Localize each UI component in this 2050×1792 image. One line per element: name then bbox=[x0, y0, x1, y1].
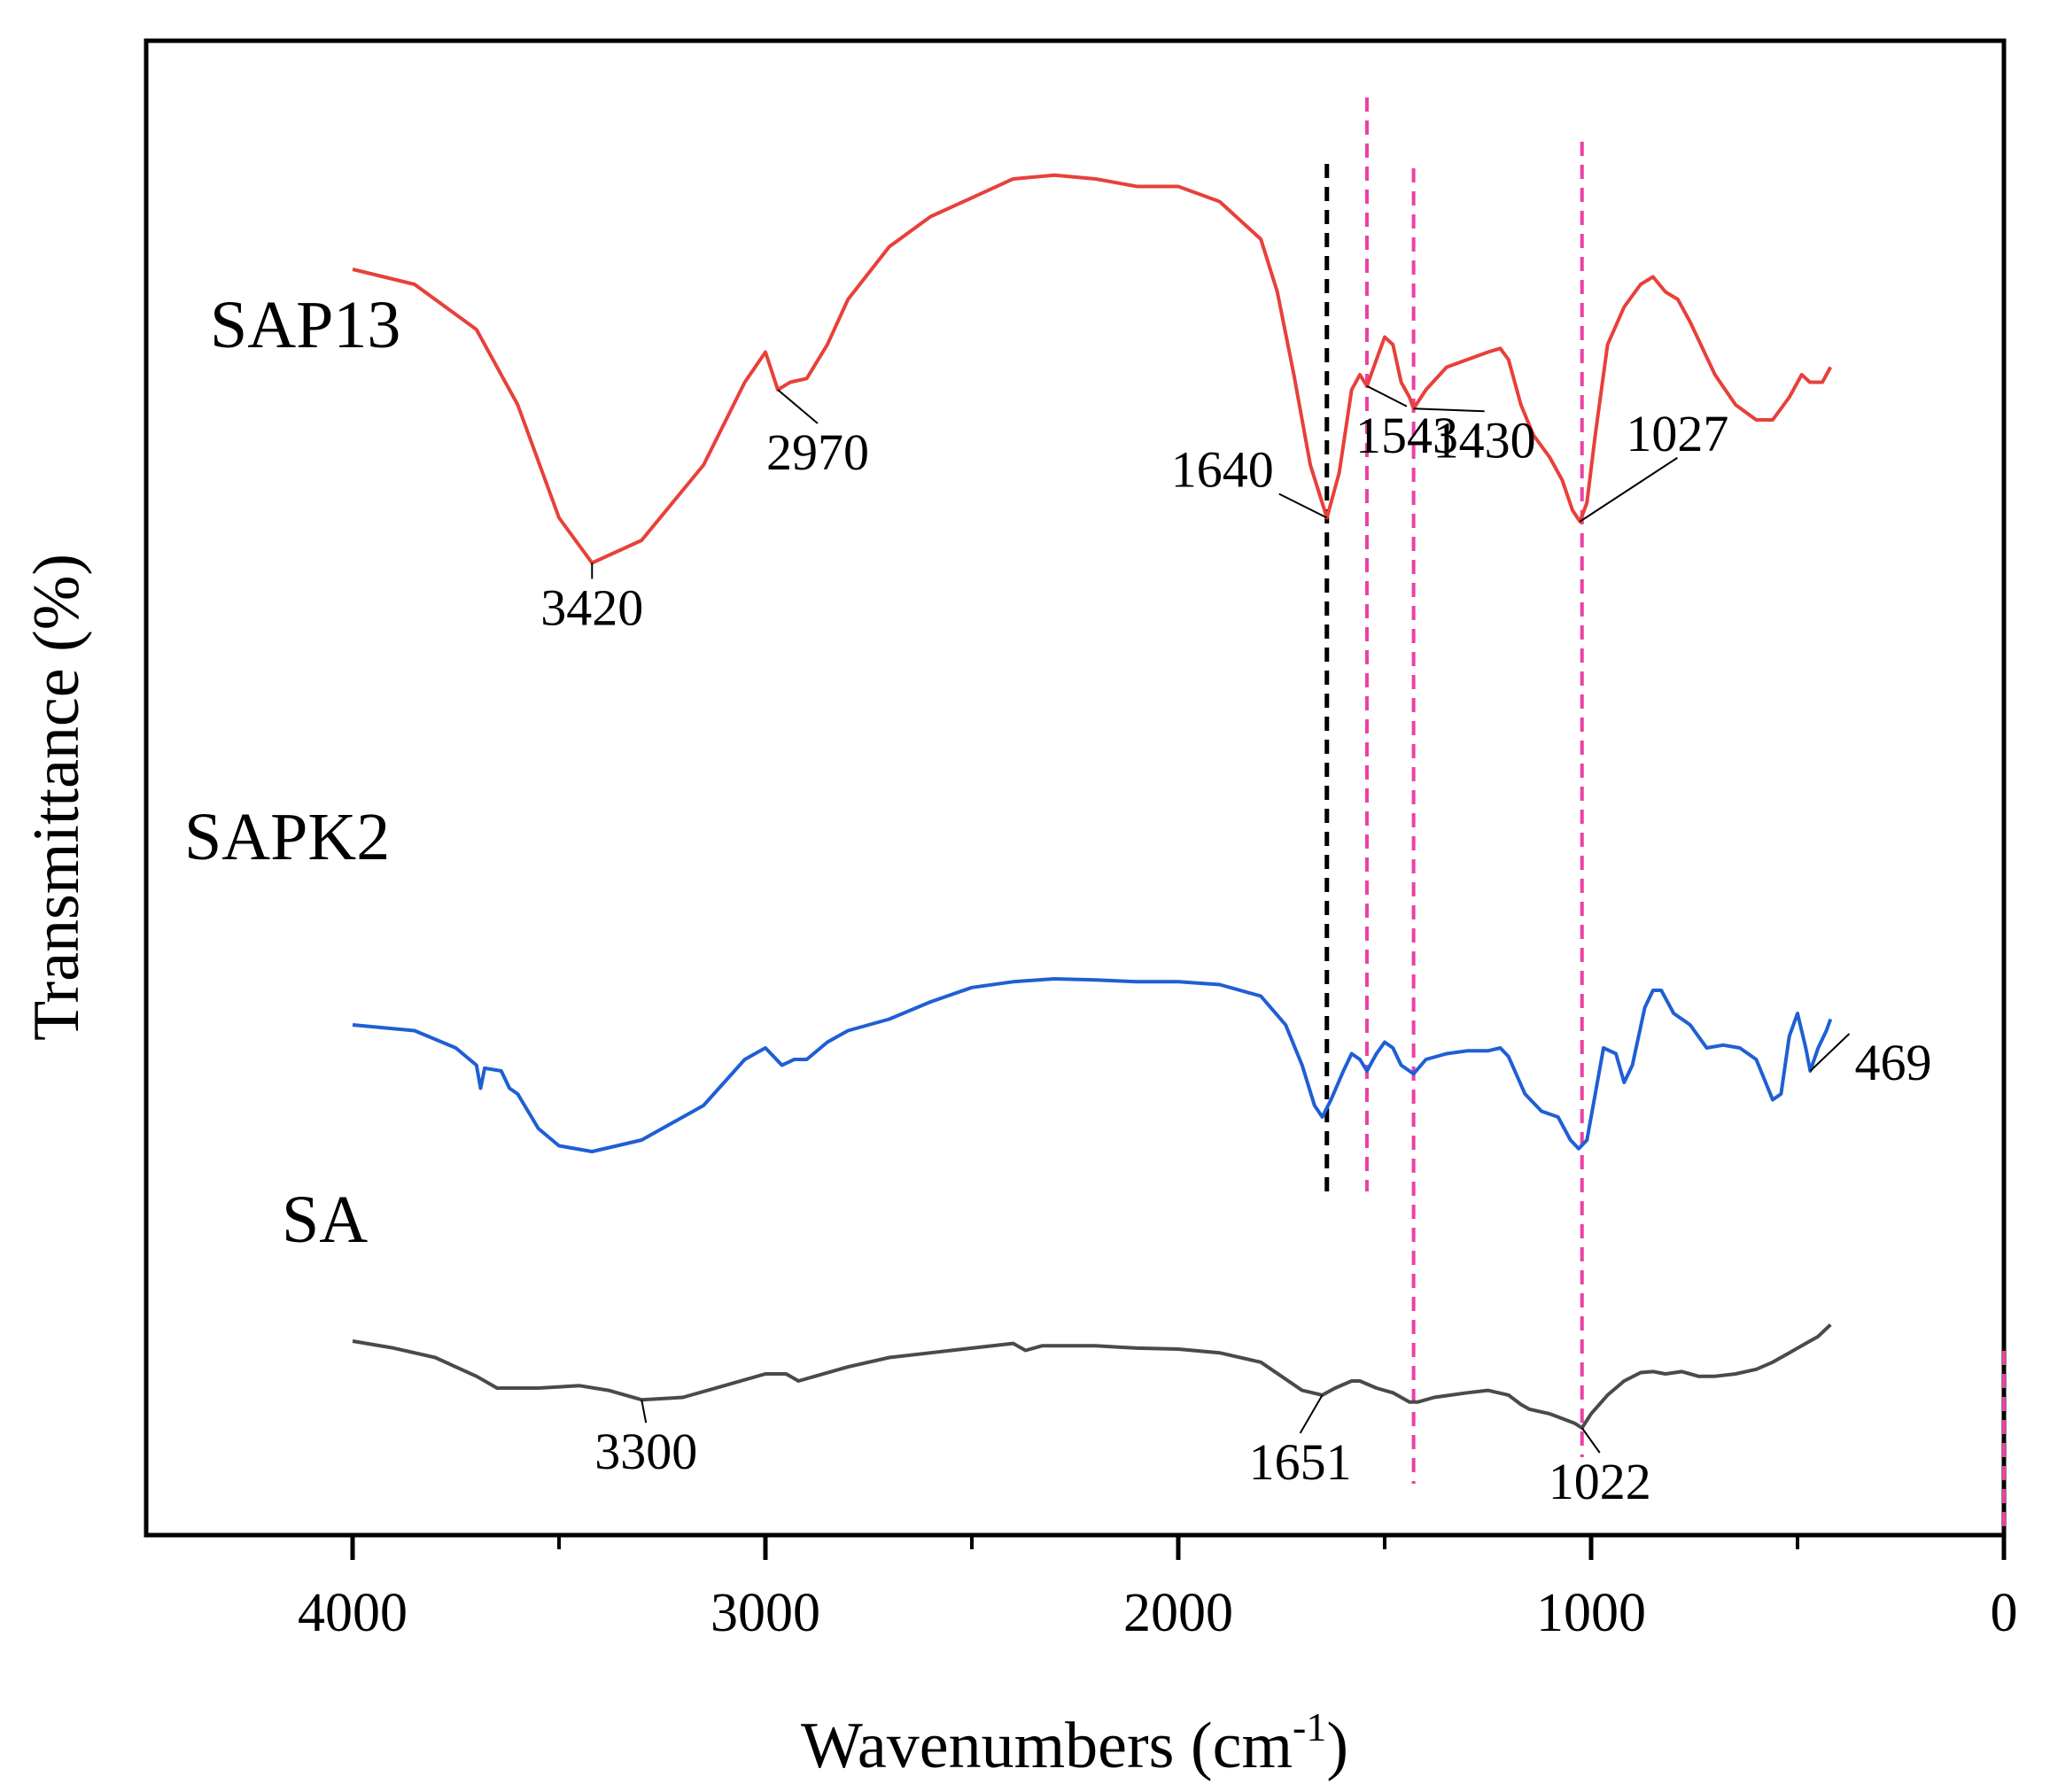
peak-label-sap13-1027: 1027 bbox=[1626, 405, 1728, 462]
peak-leader-sap13-1027 bbox=[1579, 456, 1678, 523]
series-line-sap13 bbox=[352, 173, 1833, 565]
series-label-sap13: SAP13 bbox=[210, 288, 400, 362]
peak-label-sa-1022: 1022 bbox=[1549, 1453, 1651, 1510]
peak-leader-sa-1022 bbox=[1580, 1427, 1601, 1454]
x-axis-title: Wavenumbers (cm-1) bbox=[801, 1704, 1348, 1782]
peak-label-sapk2-469: 469 bbox=[1854, 1034, 1931, 1091]
x-axis: 4000 3000 2000 1000 0 bbox=[298, 1535, 2018, 1643]
spectra bbox=[352, 173, 1833, 1430]
peak-label-sa-3300: 3300 bbox=[594, 1423, 697, 1480]
x-axis-title-superscript: -1 bbox=[1293, 1704, 1326, 1749]
peak-leader-sa-3300 bbox=[641, 1400, 648, 1424]
x-tick-label-2000: 2000 bbox=[1123, 1583, 1233, 1643]
peak-leader-sap13-1543 bbox=[1366, 384, 1408, 407]
y-axis-title: Transmittance (%) bbox=[20, 554, 93, 1041]
peak-leader-sap13-1640 bbox=[1278, 493, 1328, 519]
x-tick-label-3000: 3000 bbox=[711, 1583, 820, 1643]
x-tick-label-0: 0 bbox=[1991, 1583, 2018, 1643]
x-axis-title-close: ) bbox=[1326, 1710, 1348, 1782]
peak-leader-sa-1651 bbox=[1299, 1394, 1324, 1434]
peak-label-sap13-3420: 3420 bbox=[540, 579, 643, 637]
peak-label-sap13-1543: 1543 bbox=[1355, 407, 1458, 464]
series-label-sapk2: SAPK2 bbox=[184, 800, 390, 874]
peak-leader-sap13-1430 bbox=[1413, 407, 1485, 413]
peak-label-sa-1651: 1651 bbox=[1249, 1433, 1352, 1491]
peak-label-sap13-2970: 2970 bbox=[766, 423, 869, 481]
series-line-sapk2 bbox=[352, 977, 1833, 1153]
series-line-sa bbox=[352, 1323, 1832, 1430]
series-label-sa: SA bbox=[282, 1183, 368, 1257]
peak-leader-sap13-2970 bbox=[777, 389, 819, 424]
x-tick-label-4000: 4000 bbox=[298, 1583, 408, 1643]
peak-leader-sapk2-469 bbox=[1809, 1033, 1851, 1072]
reference-lines bbox=[1324, 97, 2006, 1532]
x-axis-title-main: Wavenumbers (cm bbox=[801, 1710, 1293, 1782]
peak-label-sap13-1430: 1430 bbox=[1433, 411, 1536, 469]
plot-frame bbox=[144, 38, 2007, 1538]
peak-label-sap13-1640: 1640 bbox=[1171, 441, 1274, 499]
x-tick-label-1000: 1000 bbox=[1536, 1583, 1646, 1643]
